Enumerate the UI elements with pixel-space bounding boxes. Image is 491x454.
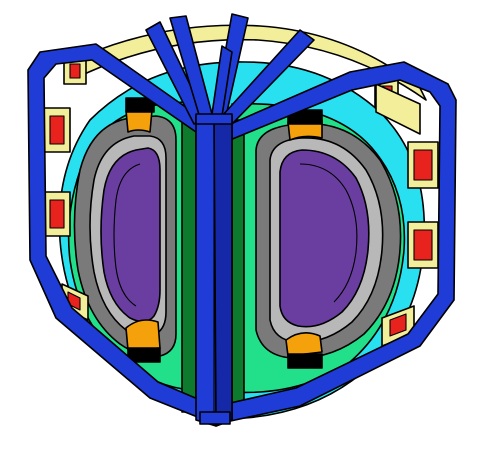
tf-joint-bottom	[199, 411, 231, 425]
pf-coil-winding	[49, 199, 65, 229]
pf-coils-side	[43, 83, 439, 347]
toroidal-field-coils	[27, 13, 457, 427]
divertor-left-top	[125, 109, 153, 133]
divertor-right-bottom	[285, 332, 323, 357]
plasma-boundary-left	[113, 163, 141, 307]
pf-coil-right-arm	[375, 83, 421, 135]
central-solenoid-left	[181, 119, 197, 413]
divertor-left-bottom	[125, 319, 161, 351]
pf-coil-winding	[389, 313, 407, 337]
divertor-right-top	[287, 119, 323, 141]
pf-coil-winding	[49, 115, 65, 145]
support-block	[125, 97, 155, 113]
pf-coil-winding	[413, 229, 433, 261]
tf-central-column-shade	[213, 117, 233, 427]
support-block	[127, 347, 161, 363]
pf-coil-winding	[69, 63, 81, 79]
plasma-left	[100, 147, 161, 323]
plasma-boundary-right	[299, 163, 358, 303]
tf-joint-top	[195, 113, 233, 125]
pf-coil-winding	[413, 149, 433, 181]
support-block	[287, 353, 323, 369]
plasma-right	[279, 149, 370, 328]
